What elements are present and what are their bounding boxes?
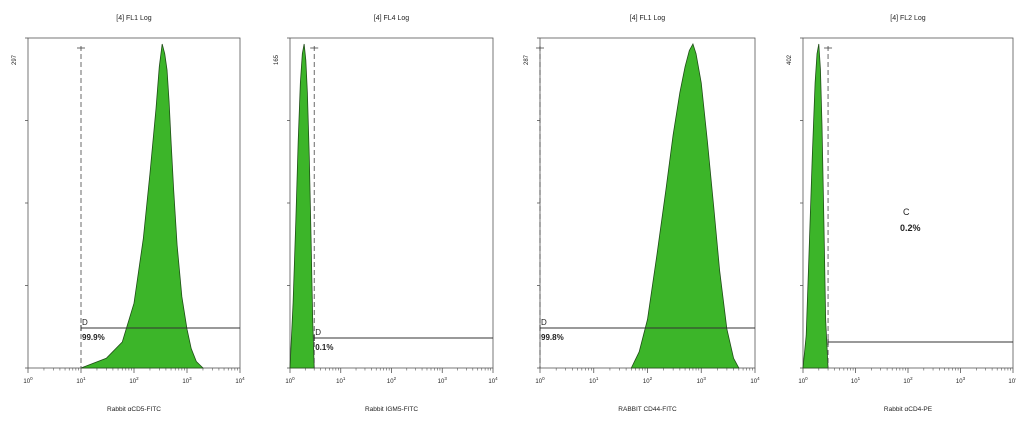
y-max-label: 165 — [274, 54, 280, 65]
x-tick-label: 102 — [387, 376, 397, 385]
histogram-area — [80, 43, 204, 369]
panel-title: [4] FL4 Log — [374, 15, 410, 22]
x-tick-label: 102 — [643, 376, 653, 385]
y-max-label: 402 — [787, 54, 793, 65]
x-tick-exponent: 2 — [910, 376, 913, 381]
x-tick-exponent: 3 — [703, 376, 706, 381]
x-tick-exponent: 0 — [805, 376, 808, 381]
x-tick-exponent: 1 — [83, 376, 86, 381]
histogram-panel-4: [4] FL2 Log402100101102103104Rabbit αCD4… — [787, 15, 1016, 413]
panel-title: [4] FL1 Log — [116, 15, 152, 22]
x-tick-label: 101 — [336, 376, 346, 385]
x-tick-label: 104 — [750, 376, 760, 385]
x-tick-exponent: 4 — [757, 376, 760, 381]
region-percent: 0.2% — [900, 223, 921, 233]
x-tick-exponent: 3 — [963, 376, 966, 381]
x-tick-label: 103 — [956, 376, 966, 385]
histogram-area — [630, 42, 740, 369]
x-tick-exponent: 4 — [242, 376, 245, 381]
x-tick-exponent: 1 — [343, 376, 346, 381]
plot-frame — [289, 37, 494, 369]
region-percent: 0.1% — [315, 343, 333, 352]
y-max-label: 287 — [524, 54, 530, 65]
x-axis-label: Rabbit αCD4-PE — [884, 406, 933, 413]
x-tick-label: 104 — [235, 376, 245, 385]
x-tick-label: 103 — [182, 376, 192, 385]
region-letter: D — [82, 318, 88, 327]
x-tick-label: 100 — [285, 376, 295, 385]
x-tick-label: 102 — [129, 376, 139, 385]
x-axis-label: RABBIT CD44-FITC — [618, 406, 677, 413]
region-percent: 99.9% — [82, 333, 105, 342]
plot-frame — [802, 37, 1014, 369]
x-tick-exponent: 2 — [394, 376, 397, 381]
x-tick-label: 101 — [851, 376, 861, 385]
x-tick-exponent: 1 — [596, 376, 599, 381]
x-tick-label: 103 — [697, 376, 707, 385]
x-tick-exponent: 0 — [292, 376, 295, 381]
x-tick-label: 100 — [798, 376, 808, 385]
x-tick-label: 104 — [1008, 376, 1016, 385]
region-letter: D — [315, 328, 321, 337]
region-percent: 99.8% — [541, 333, 564, 342]
panel-title: [4] FL2 Log — [890, 15, 926, 22]
x-tick-label: 101 — [76, 376, 86, 385]
x-tick-exponent: 1 — [858, 376, 861, 381]
x-tick-exponent: 2 — [136, 376, 139, 381]
histogram-area — [289, 43, 315, 369]
x-tick-label: 100 — [535, 376, 545, 385]
x-tick-label: 104 — [488, 376, 498, 385]
histogram-area — [802, 43, 829, 369]
panel-title: [4] FL1 Log — [630, 15, 666, 22]
region-letter: D — [541, 318, 547, 327]
x-axis-label: Rabbit IGM5-FITC — [365, 406, 418, 413]
x-axis-label: Rabbit αCD5-FITC — [107, 406, 161, 413]
x-tick-exponent: 0 — [542, 376, 545, 381]
y-max-label: 297 — [12, 54, 18, 65]
x-tick-exponent: 3 — [189, 376, 192, 381]
x-tick-exponent: 2 — [650, 376, 653, 381]
x-tick-exponent: 0 — [30, 376, 33, 381]
x-tick-exponent: 3 — [444, 376, 447, 381]
x-tick-label: 103 — [438, 376, 448, 385]
x-tick-label: 100 — [23, 376, 33, 385]
region-letter: C — [903, 207, 910, 217]
x-tick-label: 102 — [903, 376, 913, 385]
x-tick-exponent: 4 — [495, 376, 498, 381]
x-tick-label: 101 — [589, 376, 599, 385]
